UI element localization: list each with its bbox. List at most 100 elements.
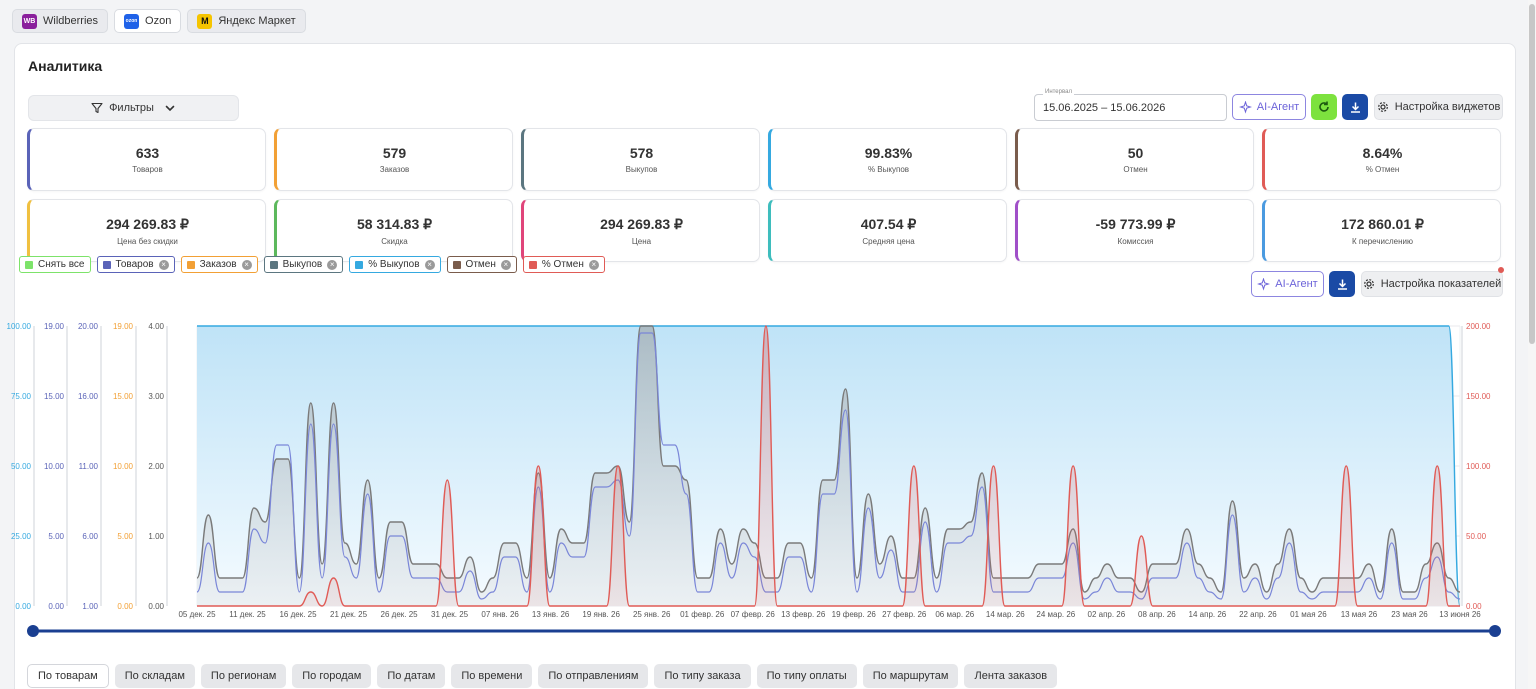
page-scrollbar[interactable] xyxy=(1528,0,1536,689)
x-tick-label: 13 янв. 26 xyxy=(532,610,570,619)
marketplace-tab-0[interactable]: WB Wildberries xyxy=(12,9,109,33)
refresh-icon xyxy=(1319,101,1329,112)
tab-4[interactable]: По датам xyxy=(377,664,446,688)
tab-8[interactable]: По типу оплаты xyxy=(756,664,857,688)
kpi-card: 99.83% % Выкупов xyxy=(768,128,1007,191)
sparkle-icon xyxy=(1238,100,1252,114)
kpi-card: 172 860.01 ₽ К перечислению xyxy=(1262,199,1501,262)
x-tick-label: 14 мар. 26 xyxy=(986,610,1025,619)
legend-label: Товаров xyxy=(115,259,154,270)
y-tick-label: 6.00 xyxy=(82,532,98,541)
legend-item-2[interactable]: Заказов × xyxy=(180,256,258,273)
y-tick-label: 19.00 xyxy=(44,322,65,331)
tab-7[interactable]: По типу заказа xyxy=(654,664,751,688)
ai-agent-label: AI-Агент xyxy=(1256,101,1300,113)
y-tick-label: 4.00 xyxy=(148,322,164,331)
series-line xyxy=(196,325,1461,593)
x-tick-label: 01 мая 26 xyxy=(1290,610,1327,619)
y-tick-label: 50.00 xyxy=(1466,532,1487,541)
refresh-button[interactable] xyxy=(1311,94,1337,120)
y-tick-label: 150.00 xyxy=(1466,392,1491,401)
x-tick-label: 26 дек. 25 xyxy=(381,610,419,619)
x-tick-label: 01 февр. 26 xyxy=(680,610,725,619)
y-tick-label: 5.00 xyxy=(117,532,133,541)
tab-9[interactable]: По маршрутам xyxy=(862,664,959,688)
tab-6[interactable]: По отправлениям xyxy=(538,664,649,688)
kpi-value: 294 269.83 ₽ xyxy=(106,216,189,232)
download-button[interactable] xyxy=(1342,94,1368,120)
marketplace-tab-1[interactable]: ozon Ozon xyxy=(114,9,182,33)
tab-5[interactable]: По времени xyxy=(451,664,533,688)
close-icon[interactable]: × xyxy=(500,259,511,270)
sparkle-icon xyxy=(1257,277,1271,291)
interval-field[interactable]: Интервал 15.06.2025 – 15.06.2026 xyxy=(1034,89,1227,121)
marketplace-tab-2[interactable]: M Яндекс Маркет xyxy=(187,9,306,33)
x-tick-label: 21 дек. 25 xyxy=(330,610,368,619)
legend-label: % Отмен xyxy=(541,259,584,270)
legend-swatch xyxy=(186,260,195,269)
kpi-card: 633 Товаров xyxy=(27,128,266,191)
range-slider-end-handle[interactable] xyxy=(1489,625,1501,637)
y-tick-label: 16.00 xyxy=(78,392,99,401)
x-tick-label: 08 апр. 26 xyxy=(1138,610,1176,619)
tab-0[interactable]: По товарам xyxy=(27,664,109,688)
scrollbar-thumb[interactable] xyxy=(1529,4,1535,344)
gear-icon xyxy=(1377,102,1388,112)
indicator-settings-button[interactable]: Настройка показателей xyxy=(1361,271,1503,297)
legend-item-0[interactable]: Снять все xyxy=(19,256,91,273)
y-tick-label: 15.00 xyxy=(44,392,65,401)
ai-agent-button-2[interactable]: AI-Агент xyxy=(1251,271,1324,297)
page-title: Аналитика xyxy=(28,58,103,74)
y-tick-label: 25.00 xyxy=(11,532,32,541)
kpi-card: 58 314.83 ₽ Скидка xyxy=(274,199,513,262)
kpi-value: 58 314.83 ₽ xyxy=(356,216,433,232)
ai-agent-button[interactable]: AI-Агент xyxy=(1232,94,1306,120)
x-tick-label: 22 апр. 26 xyxy=(1239,610,1277,619)
tab-3[interactable]: По городам xyxy=(292,664,372,688)
kpi-label: Скидка xyxy=(381,237,408,246)
range-slider-start-handle[interactable] xyxy=(27,625,39,637)
chevron-down-icon xyxy=(165,105,175,112)
close-icon[interactable]: × xyxy=(158,259,169,270)
kpi-label: Выкупов xyxy=(625,165,658,174)
tab-1[interactable]: По складам xyxy=(114,664,195,688)
series-area xyxy=(197,326,1460,606)
legend-item-1[interactable]: Товаров × xyxy=(96,256,175,273)
download-button-2[interactable] xyxy=(1329,271,1355,297)
close-icon[interactable]: × xyxy=(241,259,252,270)
x-tick-label: 05 дек. 25 xyxy=(178,610,216,619)
y-tick-label: 11.00 xyxy=(79,462,99,471)
kpi-label: Цена без скидки xyxy=(117,237,178,246)
tab-2[interactable]: По регионам xyxy=(200,664,287,688)
download-icon xyxy=(1350,102,1360,113)
x-tick-label: 27 февр. 26 xyxy=(882,610,927,619)
filters-button[interactable]: Фильтры xyxy=(28,95,239,121)
y-tick-label: 50.00 xyxy=(11,462,32,471)
legend-item-3[interactable]: Выкупов × xyxy=(263,256,344,273)
legend-swatch xyxy=(269,260,278,269)
x-tick-label: 07 янв. 26 xyxy=(481,610,519,619)
interval-label: Интервал xyxy=(1043,89,1074,95)
series-line xyxy=(197,325,1460,607)
series-line xyxy=(196,332,1461,600)
x-tick-label: 13 мая 26 xyxy=(1341,610,1378,619)
legend-item-5[interactable]: Отмен × xyxy=(446,256,517,273)
notification-dot xyxy=(1498,267,1504,273)
close-icon[interactable]: × xyxy=(424,259,435,270)
x-tick-label: 13 июня 26 xyxy=(1439,610,1481,619)
widget-settings-button[interactable]: Настройка виджетов xyxy=(1374,94,1503,120)
close-icon[interactable]: × xyxy=(588,259,599,270)
series-line xyxy=(197,325,1461,607)
y-tick-label: 10.00 xyxy=(44,462,65,471)
legend-item-6[interactable]: % Отмен × xyxy=(522,256,605,273)
report-tabs: По товарам По складам По регионам По города… xyxy=(27,664,1058,688)
tab-10[interactable]: Лента заказов xyxy=(964,664,1058,688)
y-tick-label: 0.00 xyxy=(148,602,164,611)
close-icon[interactable]: × xyxy=(327,259,338,270)
y-tick-label: 1.00 xyxy=(148,532,164,541)
kpi-label: % Выкупов xyxy=(867,165,910,174)
legend-swatch xyxy=(528,260,537,269)
marketplace-logo-icon: M xyxy=(197,13,213,29)
legend-item-4[interactable]: % Выкупов × xyxy=(349,256,441,273)
x-tick-label: 19 янв. 26 xyxy=(582,610,620,619)
